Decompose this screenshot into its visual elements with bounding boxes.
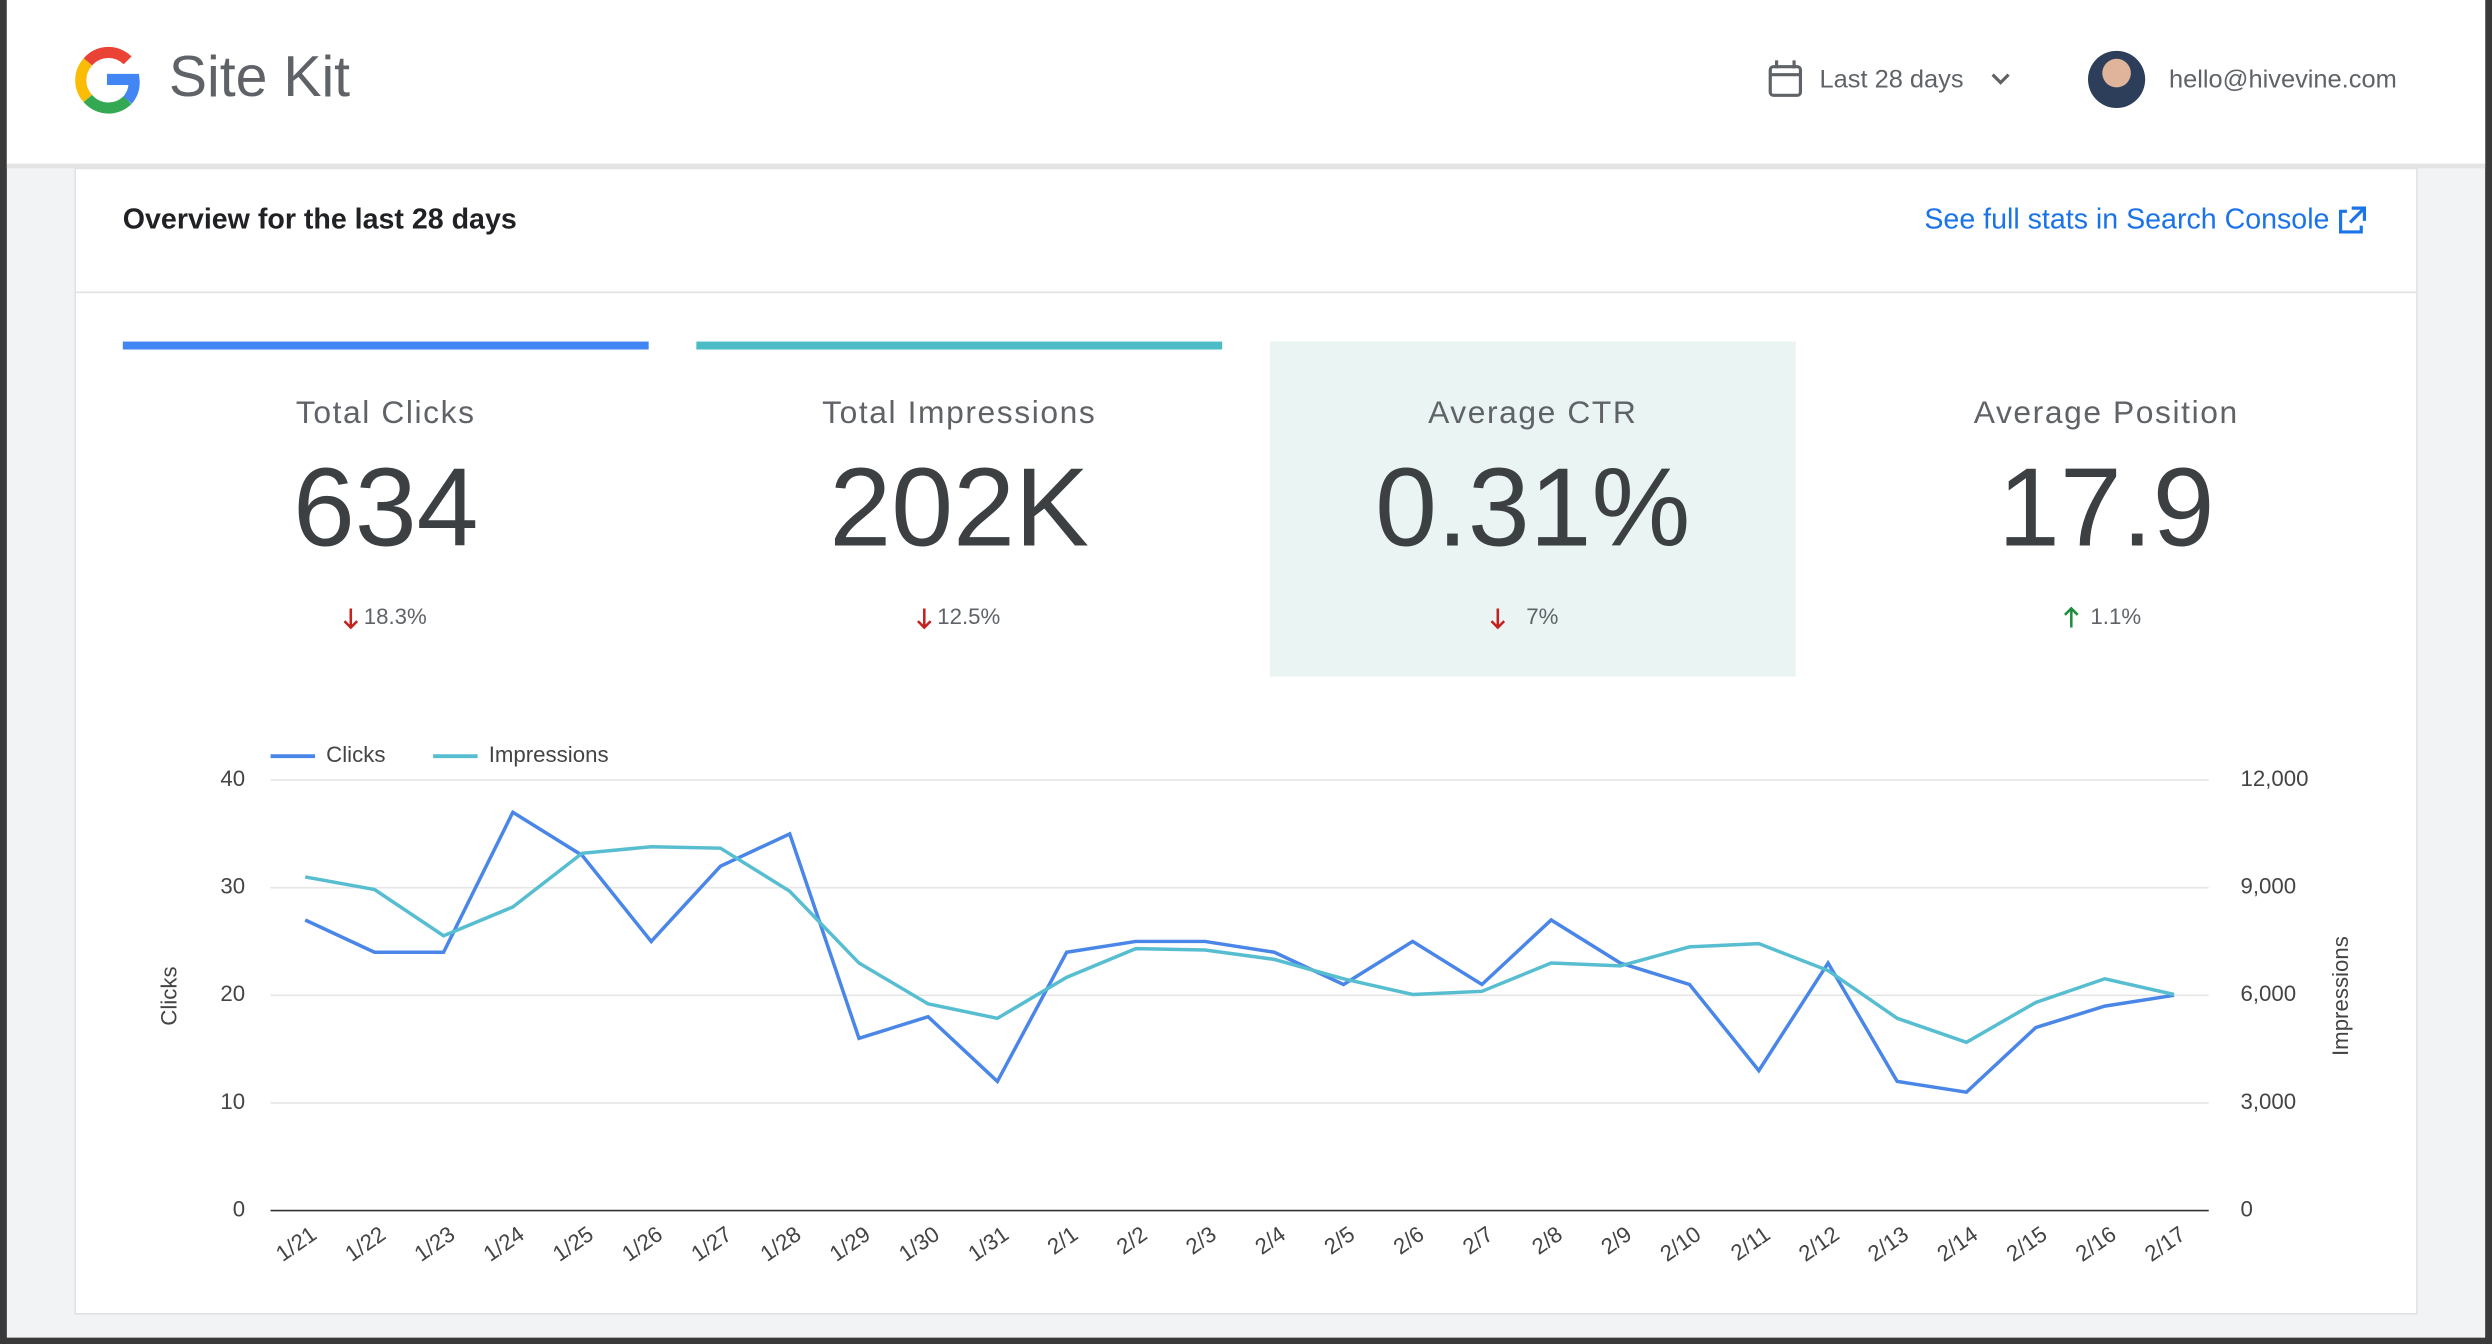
y-tick-label: 10 [220,1089,245,1114]
metric-value: 634 [293,445,479,570]
metric-change: 12.5% [937,604,1000,629]
change-arrow [343,608,359,630]
y2-tick-label: 0 [2240,1196,2252,1221]
metric-title: Total Impressions [822,394,1096,430]
y-tick-label: 20 [220,981,245,1006]
date-range[interactable]: Last 28 days [1820,66,1964,94]
calendar-icon[interactable] [1768,60,1803,97]
dropdown-chevron[interactable] [1991,73,2010,85]
y2-tick-label: 6,000 [2240,981,2296,1006]
y2-tick-label: 12,000 [2240,766,2308,791]
avatar[interactable] [2087,50,2146,109]
metric-value: 17.9 [1998,445,2214,570]
series-line [304,845,2175,1045]
metric-value: 202K [829,445,1089,570]
legend-label: Clicks [326,742,385,767]
y-tick-label: 0 [233,1196,245,1221]
metric-value: 0.31% [1375,445,1690,570]
change-arrow [917,608,932,630]
y2-tick-label: 3,000 [2240,1089,2296,1114]
metric-title: Average Position [1974,394,2239,430]
external-link-icon[interactable] [2338,206,2366,234]
y-axis-label: Clicks [156,966,181,1025]
metric-highlight [1269,341,1796,677]
y-tick-label: 40 [220,766,245,791]
overview-title: Overview for the last 28 days [123,203,517,235]
brand: Site Kit [169,45,350,109]
search-console-link[interactable]: See full stats in Search Console [1924,203,2329,235]
metric-change: 7% [1526,604,1558,629]
header [6,0,2486,164]
google-logo [75,46,140,114]
series-line [304,809,2175,1095]
legend-label: Impressions [489,742,609,767]
change-arrow [2064,606,2079,628]
metric-bar [122,341,649,350]
header-shadow [6,163,2486,169]
change-arrow [1490,608,1506,630]
y2-tick-label: 9,000 [2240,874,2296,899]
metric-change: 1.1% [2090,604,2141,629]
y-tick-label: 30 [220,874,245,899]
metric-bar [696,341,1223,350]
account[interactable]: hello@hivevine.com [2169,66,2397,94]
metric-title: Total Clicks [296,394,476,430]
card [74,167,2418,1315]
metric-title: Average CTR [1428,394,1637,430]
metric-change: 18.3% [364,604,427,629]
y2-axis-label: Impressions [2328,936,2353,1056]
